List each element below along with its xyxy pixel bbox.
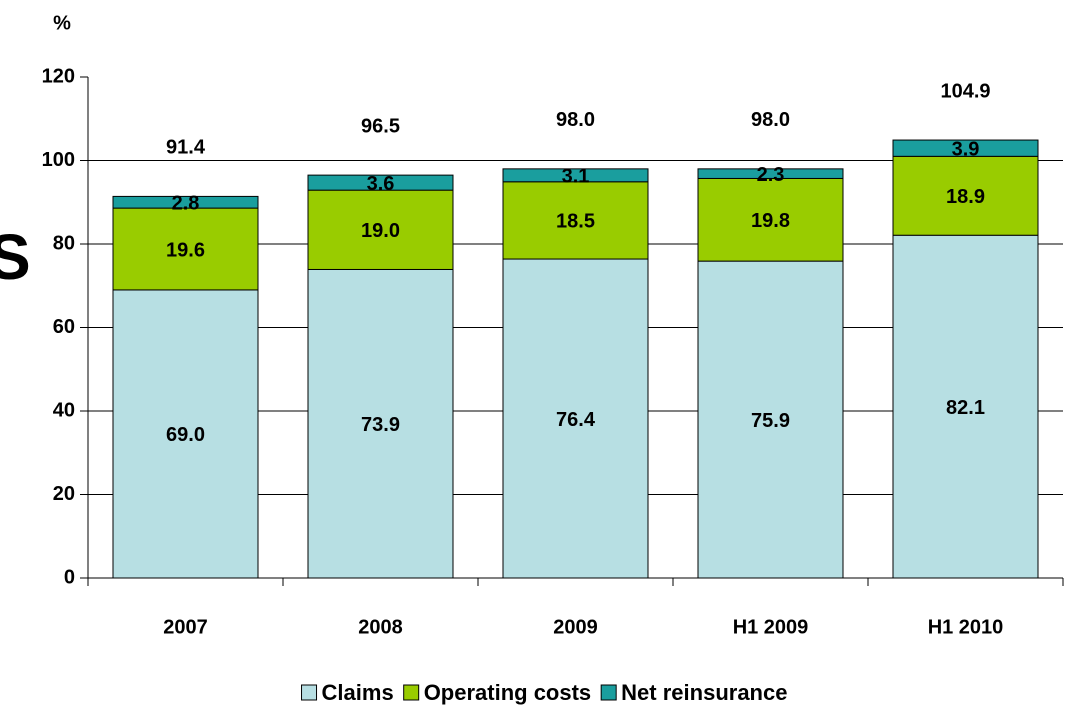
value-label: 18.5 xyxy=(556,211,595,233)
value-label: 2.8 xyxy=(172,193,200,215)
y-axis-label: % xyxy=(53,12,71,34)
bar-segment xyxy=(112,195,259,209)
annotation: S xyxy=(0,221,31,293)
y-tick-label: 40 xyxy=(53,399,75,421)
total-label: 98.0 xyxy=(556,109,595,131)
value-label: 3.9 xyxy=(952,138,980,160)
bar-segment xyxy=(307,174,454,191)
value-label: 2.3 xyxy=(757,164,785,186)
bar-segment xyxy=(697,177,844,262)
y-tick-label: 100 xyxy=(42,149,75,171)
legend-swatch xyxy=(600,684,617,701)
total-label: 91.4 xyxy=(166,137,206,159)
x-tick-label: 2009 xyxy=(553,616,598,638)
y-tick-label: 80 xyxy=(53,232,75,254)
legend-label: Claims xyxy=(322,680,394,705)
value-label: 3.1 xyxy=(562,166,590,188)
legend-label: Net reinsurance xyxy=(621,680,787,705)
bar-segment xyxy=(112,289,259,579)
y-tick-label: 0 xyxy=(64,566,75,588)
total-label: 98.0 xyxy=(751,109,790,131)
x-tick-label: H1 2010 xyxy=(928,616,1004,638)
bar-segment xyxy=(697,260,844,579)
value-label: 19.8 xyxy=(751,210,790,232)
legend-swatch xyxy=(403,684,420,701)
value-label: 19.0 xyxy=(361,220,400,242)
x-tick-label: 2008 xyxy=(358,616,403,638)
bar-segment xyxy=(307,189,454,270)
x-tick-label: 2007 xyxy=(163,616,208,638)
bar-segment xyxy=(502,181,649,260)
bar-segment xyxy=(502,168,649,183)
y-tick-label: 60 xyxy=(53,316,75,338)
value-label: 19.6 xyxy=(166,239,205,261)
value-label: 73.9 xyxy=(361,414,400,436)
value-label: 82.1 xyxy=(946,397,985,419)
value-label: 75.9 xyxy=(751,410,790,432)
bar-segment xyxy=(892,139,1039,157)
bar-segment xyxy=(307,268,454,579)
value-label: 18.9 xyxy=(946,186,985,208)
bar-segment xyxy=(892,155,1039,236)
value-label: 3.6 xyxy=(367,173,395,195)
legend-swatch xyxy=(301,684,318,701)
y-tick-label: 20 xyxy=(53,483,75,505)
y-tick-label: 120 xyxy=(42,65,75,87)
x-tick-label: H1 2009 xyxy=(733,616,809,638)
legend-label: Operating costs xyxy=(424,680,591,705)
total-label: 104.9 xyxy=(940,80,990,102)
value-label: 76.4 xyxy=(556,409,596,431)
bar-segment xyxy=(697,168,844,179)
total-label: 96.5 xyxy=(361,115,400,137)
bar-segment xyxy=(892,234,1039,579)
bar-segment xyxy=(112,207,259,291)
bar-segment xyxy=(502,258,649,579)
value-label: 69.0 xyxy=(166,424,205,446)
